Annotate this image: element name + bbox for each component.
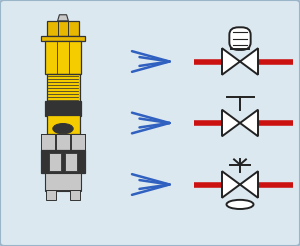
FancyBboxPatch shape [41,36,85,41]
FancyBboxPatch shape [50,153,61,171]
Ellipse shape [53,123,73,134]
Polygon shape [58,15,68,21]
FancyBboxPatch shape [41,150,85,173]
FancyBboxPatch shape [70,190,80,200]
Ellipse shape [226,200,254,209]
FancyBboxPatch shape [46,74,80,102]
Polygon shape [240,110,258,136]
FancyBboxPatch shape [56,134,70,150]
FancyBboxPatch shape [230,27,251,50]
FancyBboxPatch shape [41,134,55,150]
FancyBboxPatch shape [45,173,81,191]
FancyBboxPatch shape [46,190,56,200]
Polygon shape [222,171,240,198]
Polygon shape [240,48,258,75]
FancyBboxPatch shape [45,41,81,74]
FancyBboxPatch shape [45,101,81,116]
FancyBboxPatch shape [64,153,76,171]
FancyBboxPatch shape [46,115,80,134]
Polygon shape [240,171,258,198]
Polygon shape [222,48,240,75]
FancyBboxPatch shape [70,134,85,150]
FancyBboxPatch shape [47,21,79,36]
Polygon shape [222,110,240,136]
